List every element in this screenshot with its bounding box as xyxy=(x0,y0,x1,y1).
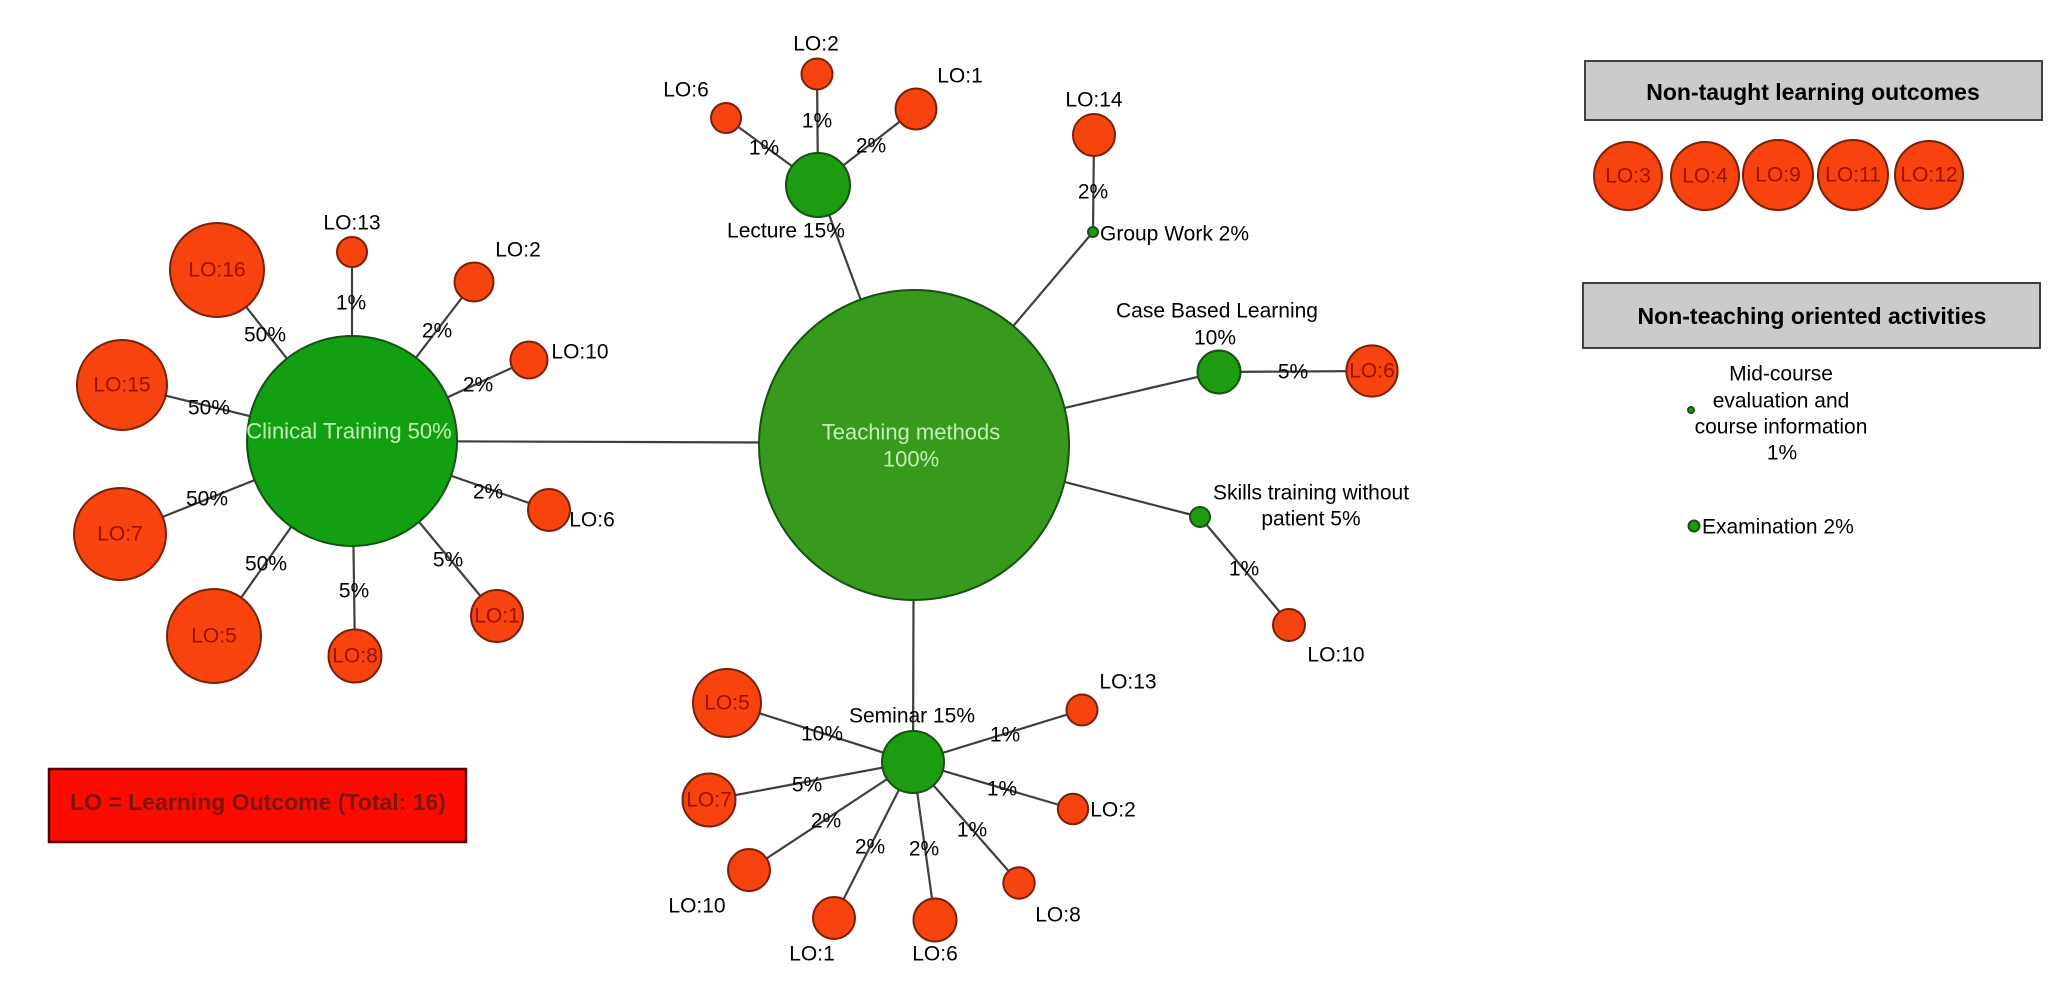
svg-text:5%: 5% xyxy=(1278,361,1308,384)
svg-text:1%: 1% xyxy=(802,110,832,133)
svg-text:LO:8: LO:8 xyxy=(332,645,378,668)
svg-text:5%: 5% xyxy=(792,774,822,797)
svg-text:Seminar 15%: Seminar 15% xyxy=(849,705,975,728)
svg-text:Group Work 2%: Group Work 2% xyxy=(1100,223,1249,246)
svg-text:10%: 10% xyxy=(801,723,843,746)
svg-text:LO:5: LO:5 xyxy=(704,692,750,715)
svg-text:1%: 1% xyxy=(957,819,987,842)
svg-text:LO:10: LO:10 xyxy=(668,895,725,918)
svg-text:LO:8: LO:8 xyxy=(1035,904,1081,927)
svg-text:LO:4: LO:4 xyxy=(1682,165,1728,188)
svg-text:LO:15: LO:15 xyxy=(93,374,150,397)
svg-text:LO:6: LO:6 xyxy=(912,943,958,966)
svg-text:LO:2: LO:2 xyxy=(495,239,541,262)
svg-text:LO:2: LO:2 xyxy=(793,33,839,56)
svg-text:LO:10: LO:10 xyxy=(551,341,608,364)
svg-text:2%: 2% xyxy=(1078,181,1108,204)
svg-text:Lecture 15%: Lecture 15% xyxy=(727,220,845,243)
svg-text:LO:6: LO:6 xyxy=(1349,360,1395,383)
svg-text:LO:5: LO:5 xyxy=(191,625,237,648)
svg-text:Non-taught learning outcomes: Non-taught learning outcomes xyxy=(1646,79,1980,105)
svg-text:LO:1: LO:1 xyxy=(474,605,520,628)
svg-text:1%: 1% xyxy=(1229,558,1259,581)
svg-text:5%: 5% xyxy=(433,549,463,572)
svg-text:Examination 2%: Examination 2% xyxy=(1702,516,1854,539)
svg-text:1%: 1% xyxy=(749,137,779,160)
svg-text:patient 5%: patient 5% xyxy=(1261,508,1360,531)
svg-text:2%: 2% xyxy=(909,838,939,861)
svg-text:LO:6: LO:6 xyxy=(569,509,615,532)
svg-text:1%: 1% xyxy=(987,778,1017,801)
svg-text:2%: 2% xyxy=(856,135,886,158)
svg-text:5%: 5% xyxy=(339,580,369,603)
svg-text:Mid-course: Mid-course xyxy=(1729,363,1833,386)
svg-text:2%: 2% xyxy=(811,810,841,833)
svg-text:course information: course information xyxy=(1695,416,1868,439)
svg-text:2%: 2% xyxy=(855,836,885,859)
svg-text:LO:12: LO:12 xyxy=(1900,164,1957,187)
svg-text:LO:1: LO:1 xyxy=(937,65,983,88)
svg-text:LO:7: LO:7 xyxy=(97,523,143,546)
svg-text:LO:3: LO:3 xyxy=(1605,165,1651,188)
svg-text:LO:10: LO:10 xyxy=(1307,644,1364,667)
svg-text:Non-teaching oriented activiti: Non-teaching oriented activities xyxy=(1638,303,1987,329)
svg-text:Case Based Learning: Case Based Learning xyxy=(1116,300,1318,323)
svg-text:LO:14: LO:14 xyxy=(1065,89,1123,112)
svg-text:evaluation and: evaluation and xyxy=(1713,390,1850,413)
svg-text:LO:11: LO:11 xyxy=(1825,164,1881,187)
svg-text:50%: 50% xyxy=(245,553,287,576)
svg-text:LO:13: LO:13 xyxy=(323,212,380,235)
svg-text:LO:7: LO:7 xyxy=(686,789,732,812)
svg-text:1%: 1% xyxy=(990,724,1020,747)
svg-text:2%: 2% xyxy=(473,481,503,504)
svg-text:50%: 50% xyxy=(244,324,286,347)
svg-text:10%: 10% xyxy=(1194,327,1236,350)
svg-text:50%: 50% xyxy=(188,397,230,420)
svg-text:Clinical Training 50%: Clinical Training 50% xyxy=(246,419,451,444)
svg-text:LO:9: LO:9 xyxy=(1755,164,1801,187)
svg-text:LO:6: LO:6 xyxy=(663,79,709,102)
svg-text:2%: 2% xyxy=(463,374,493,397)
svg-text:LO:13: LO:13 xyxy=(1099,671,1156,694)
svg-text:LO:1: LO:1 xyxy=(789,943,835,966)
svg-text:LO:2: LO:2 xyxy=(1090,799,1136,822)
svg-text:1%: 1% xyxy=(336,292,366,315)
svg-text:50%: 50% xyxy=(186,488,228,511)
svg-text:Skills training without: Skills training without xyxy=(1213,482,1409,505)
svg-text:LO:16: LO:16 xyxy=(188,259,245,282)
svg-text:2%: 2% xyxy=(422,320,452,343)
svg-text:1%: 1% xyxy=(1767,442,1797,465)
svg-text:Teaching methods: Teaching methods xyxy=(822,420,1001,445)
svg-text:100%: 100% xyxy=(883,447,939,472)
svg-text:LO = Learning Outcome (Total:: LO = Learning Outcome (Total: 16) xyxy=(70,789,446,815)
